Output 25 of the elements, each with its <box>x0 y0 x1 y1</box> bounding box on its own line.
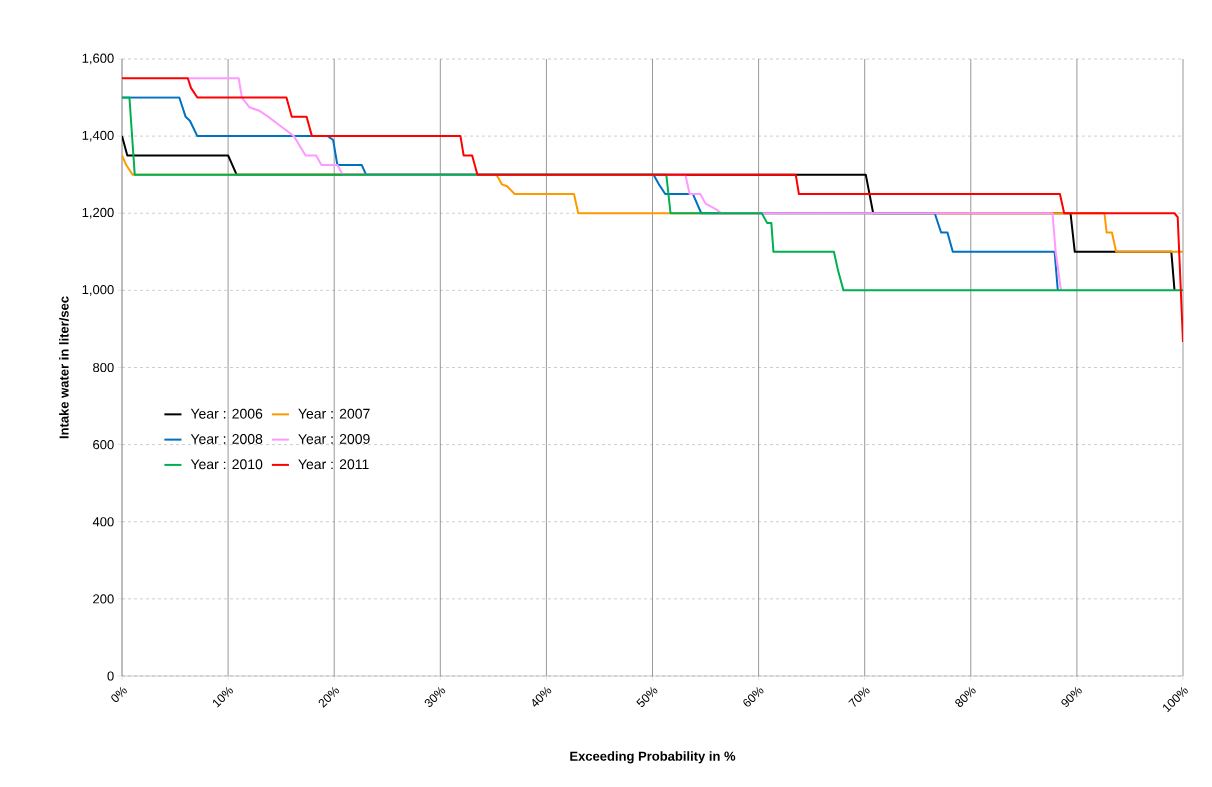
x-tick-label: 0% <box>111 686 127 702</box>
legend-label: Year : 2008 <box>190 433 263 444</box>
legend-label: Year : 2009 <box>298 433 370 444</box>
y-tick-label: 1,400 <box>82 130 114 142</box>
y-tick-label: 0 <box>107 671 114 681</box>
x-tick-label: 60% <box>743 686 764 707</box>
y-tick-label: 1,600 <box>82 53 114 65</box>
x-tick-label: 70% <box>848 686 870 707</box>
legend-label: Year : 2010 <box>190 459 263 470</box>
y-tick-label: 1,200 <box>82 207 114 219</box>
legend-label: Year : 2011 <box>298 459 369 470</box>
x-tick-label: 80% <box>955 686 976 707</box>
y-tick-label: 400 <box>92 517 114 527</box>
x-axis-title: Exceeding Probability in % <box>570 751 736 764</box>
x-tick-label: 30% <box>424 686 446 707</box>
x-tick-label: 90% <box>1061 686 1082 707</box>
y-axis-title: Intake water in liter/sec <box>59 296 69 439</box>
legend-label: Year : 2007 <box>298 408 370 419</box>
y-tick-label: 1,000 <box>82 285 114 296</box>
legend-label: Year : 2006 <box>190 408 263 419</box>
y-tick-label: 200 <box>93 594 114 604</box>
y-tick-label: 600 <box>93 440 114 450</box>
x-tick-label: 40% <box>532 686 552 707</box>
y-tick-label: 800 <box>93 362 114 373</box>
x-tick-label: 50% <box>636 686 658 707</box>
